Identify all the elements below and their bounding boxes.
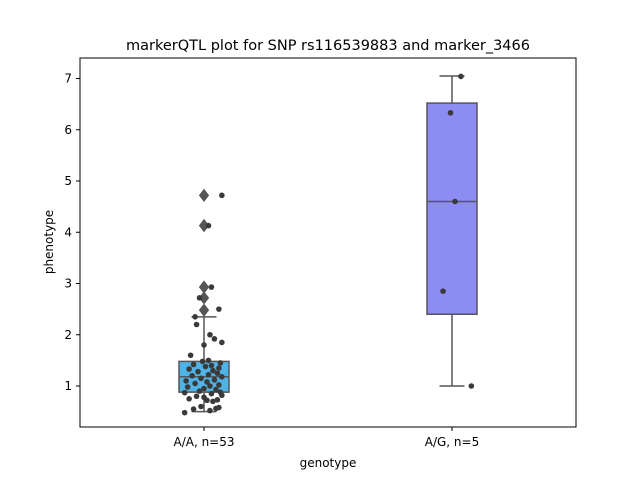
- data-point: [211, 336, 218, 342]
- data-point: [199, 358, 206, 365]
- data-point: [201, 385, 207, 392]
- data-point: [217, 360, 224, 366]
- data-point: [210, 367, 216, 374]
- data-point: [193, 393, 200, 400]
- data-point: [219, 192, 225, 199]
- data-point: [208, 362, 215, 369]
- data-point: [196, 295, 203, 301]
- outlier-marker: [198, 303, 210, 317]
- data-point: [211, 377, 218, 383]
- data-point: [183, 378, 189, 384]
- data-point: [204, 379, 210, 385]
- data-point: [201, 394, 207, 401]
- data-point: [198, 403, 204, 410]
- data-point: [195, 368, 201, 375]
- data-point: [190, 406, 197, 412]
- data-point: [216, 365, 222, 371]
- x-axis-title: genotype: [300, 456, 357, 470]
- data-point: [210, 398, 216, 405]
- data-point: [187, 352, 194, 359]
- data-point: [186, 396, 192, 402]
- data-point: [207, 331, 213, 338]
- data-point: [214, 397, 221, 403]
- data-point: [452, 198, 458, 205]
- data-point: [196, 388, 203, 394]
- data-point: [216, 382, 222, 388]
- data-point: [458, 73, 464, 80]
- outlier-marker: [198, 188, 210, 203]
- data-point: [202, 363, 209, 370]
- plot-layer: [178, 73, 478, 416]
- data-point: [219, 339, 225, 346]
- data-point: [216, 306, 222, 312]
- y-tick-label: 4: [64, 225, 72, 239]
- data-point: [468, 383, 475, 389]
- y-tick-label: 3: [64, 277, 72, 291]
- data-point: [201, 342, 207, 348]
- data-point: [214, 370, 221, 376]
- data-point: [186, 366, 192, 372]
- data-point: [213, 386, 219, 393]
- data-point: [189, 372, 195, 379]
- y-tick-label: 1: [64, 379, 72, 393]
- y-tick-label: 2: [64, 328, 72, 342]
- data-point: [205, 371, 212, 378]
- data-point: [205, 357, 212, 364]
- data-point: [181, 409, 188, 416]
- x-tick-label: A/A, n=53: [173, 435, 234, 449]
- data-point: [193, 321, 200, 328]
- y-axis-title: phenotype: [42, 210, 56, 274]
- data-point: [216, 404, 222, 411]
- y-tick-label: 7: [64, 72, 72, 86]
- data-point: [207, 407, 213, 414]
- axis-layer: 1 2 3 4 5 6 7 A/A, n=53 A/G, n=5: [64, 72, 479, 450]
- box-iqr: [426, 102, 478, 315]
- chart-title: markerQTL plot for SNP rs116539883 and m…: [126, 38, 530, 54]
- data-point: [207, 383, 213, 389]
- y-tick-label: 6: [64, 123, 72, 137]
- data-point: [208, 390, 215, 397]
- data-point: [192, 380, 198, 387]
- data-point: [219, 373, 225, 380]
- data-point: [208, 284, 215, 290]
- plot-area-frame: [79, 57, 577, 428]
- data-point: [447, 110, 454, 116]
- outlier-marker: [198, 280, 210, 294]
- data-point: [192, 314, 198, 320]
- y-tick-label: 5: [64, 174, 72, 188]
- data-point: [190, 361, 197, 368]
- data-point: [198, 375, 204, 382]
- data-point: [181, 389, 188, 396]
- data-point: [217, 389, 224, 395]
- data-point: [205, 222, 212, 229]
- data-point: [184, 384, 191, 390]
- data-point: [440, 288, 446, 294]
- x-tick-label: A/G, n=5: [425, 435, 479, 449]
